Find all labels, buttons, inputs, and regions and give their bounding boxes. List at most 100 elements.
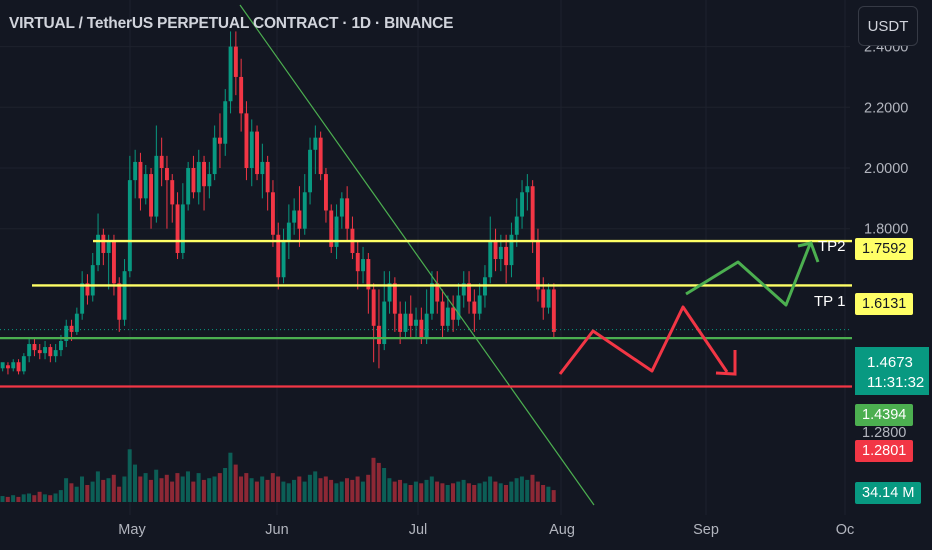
candle-body bbox=[96, 234, 100, 266]
volume-bar bbox=[435, 481, 440, 502]
candle-body bbox=[175, 204, 180, 253]
volume-bar bbox=[482, 481, 487, 502]
volume-bar bbox=[53, 493, 58, 502]
candle-body bbox=[329, 210, 334, 247]
volume-bar bbox=[535, 481, 540, 502]
volume-bar bbox=[398, 479, 402, 502]
candle-body bbox=[451, 307, 456, 320]
candle-body bbox=[334, 216, 339, 247]
candle-body bbox=[0, 362, 5, 369]
candle-body bbox=[551, 289, 556, 332]
volume-bar bbox=[498, 483, 503, 502]
volume-bar bbox=[297, 476, 302, 502]
candle-body bbox=[191, 168, 196, 193]
volume-bar bbox=[387, 478, 392, 502]
candle-body bbox=[180, 204, 185, 253]
volume-bar bbox=[58, 490, 63, 502]
volume-bar bbox=[154, 469, 159, 502]
volume-bar bbox=[313, 471, 318, 502]
volume-bar bbox=[207, 478, 212, 502]
volume-bar bbox=[461, 479, 466, 502]
volume-bar bbox=[445, 485, 450, 502]
chart-title: VIRTUAL / TetherUS PERPETUAL CONTRACT · … bbox=[9, 15, 454, 32]
candle-body bbox=[276, 234, 281, 278]
volume-bar bbox=[74, 486, 79, 502]
volume-bar bbox=[11, 495, 16, 502]
volume-bar bbox=[170, 481, 175, 502]
candle-body bbox=[170, 180, 175, 205]
candle-body bbox=[504, 246, 509, 266]
volume-bar bbox=[265, 479, 270, 502]
tp2-price-badge: 1.7592 bbox=[855, 238, 914, 260]
time-axis-label: Jun bbox=[265, 522, 288, 538]
candle-body bbox=[461, 283, 466, 296]
volume-bar bbox=[546, 486, 551, 502]
candle-body bbox=[271, 192, 275, 235]
candle-body bbox=[186, 168, 191, 205]
volume-bar bbox=[276, 476, 281, 502]
candle-body bbox=[239, 76, 244, 114]
volume-bar bbox=[302, 481, 307, 502]
volume-bar bbox=[292, 479, 296, 502]
candle-body bbox=[233, 46, 238, 77]
candle-body bbox=[196, 161, 201, 193]
candle-body bbox=[37, 350, 42, 354]
volume-bar bbox=[307, 474, 312, 502]
price-axis-label: 1.8000 bbox=[864, 222, 908, 238]
candle-body bbox=[90, 265, 95, 296]
volume-bar bbox=[249, 478, 254, 502]
volume-bar bbox=[366, 474, 371, 502]
candle-body bbox=[514, 216, 519, 235]
volume-bar bbox=[16, 496, 21, 502]
candle-body bbox=[69, 325, 74, 332]
volume-bar bbox=[122, 476, 127, 502]
candle-body bbox=[520, 192, 524, 217]
volume-bar bbox=[48, 495, 53, 502]
candle-body bbox=[265, 161, 270, 193]
volume-bar bbox=[5, 496, 10, 502]
volume-bar bbox=[541, 485, 546, 502]
volume-bar bbox=[525, 479, 530, 502]
candle-body bbox=[286, 222, 291, 241]
volume-bar bbox=[69, 483, 74, 502]
candle-body bbox=[143, 174, 148, 199]
countdown-timer: 11:31:32 bbox=[867, 374, 925, 391]
currency-button[interactable]: USDT bbox=[858, 6, 918, 46]
volume-bar bbox=[101, 479, 106, 502]
volume-bar bbox=[201, 479, 206, 502]
candle-body bbox=[260, 161, 265, 175]
candle-body bbox=[101, 234, 106, 253]
tp1-price-badge: 1.6131 bbox=[855, 293, 914, 315]
candle-body bbox=[387, 283, 392, 302]
volume-bar bbox=[133, 464, 137, 502]
candle-body bbox=[165, 168, 169, 181]
volume-bar bbox=[212, 476, 217, 502]
volume-bar bbox=[339, 481, 344, 502]
time-axis-label: Sep bbox=[693, 522, 719, 538]
candle-body bbox=[339, 198, 344, 217]
volume-bar bbox=[106, 478, 111, 502]
candle-body bbox=[74, 313, 79, 332]
volume-bar bbox=[350, 479, 355, 502]
volume-badge: 34.14 M bbox=[855, 482, 922, 504]
volume-bar bbox=[472, 485, 477, 502]
time-axis-label: Oc bbox=[836, 522, 855, 538]
candle-body bbox=[536, 240, 540, 290]
candle-body bbox=[366, 259, 371, 290]
candle-body bbox=[212, 137, 217, 175]
support-red-badge: 1.2801 bbox=[855, 440, 914, 462]
candle-body bbox=[318, 137, 323, 175]
volume-bar bbox=[127, 449, 132, 502]
volume-bar bbox=[376, 462, 381, 502]
candle-body bbox=[488, 240, 493, 278]
candle-body bbox=[408, 313, 413, 326]
candle-body bbox=[509, 234, 514, 266]
volume-bar bbox=[504, 485, 508, 502]
volume-bar bbox=[382, 468, 387, 502]
volume-bar bbox=[186, 471, 190, 502]
candle-body bbox=[456, 295, 461, 320]
time-axis-label: Jul bbox=[409, 522, 428, 538]
volume-bar bbox=[217, 473, 222, 502]
